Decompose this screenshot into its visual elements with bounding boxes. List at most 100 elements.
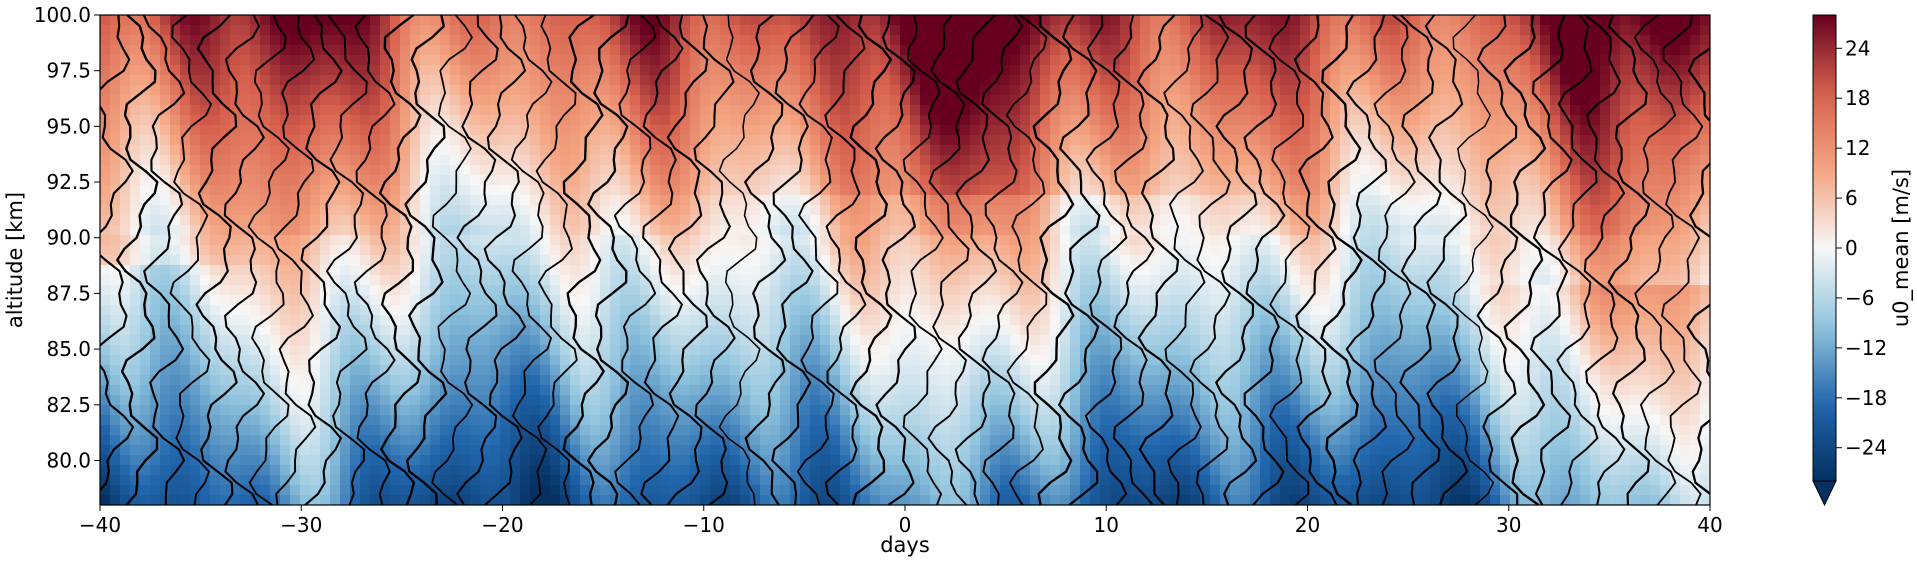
- contour-line: [1583, 15, 1626, 505]
- y-tick-label: 92.5: [46, 170, 91, 194]
- y-tick-label: 97.5: [46, 59, 91, 83]
- contour-line: [1243, 15, 1286, 505]
- contour-line: [195, 15, 238, 505]
- y-axis: 80.0 82.5 85.0 87.5 90.0 92.5 95.0 97.5 100.0: [34, 3, 100, 472]
- colorbar-tick-label: 24: [1845, 36, 1870, 60]
- contour-line: [1452, 15, 1495, 505]
- contour-line: [1399, 15, 1442, 505]
- y-tick-label: 82.5: [46, 393, 91, 417]
- colorbar-tick-label: −12: [1845, 336, 1887, 360]
- contour-line: [1345, 15, 1388, 505]
- contour-line: [613, 15, 657, 505]
- contour-line: [1136, 15, 1180, 505]
- contour-line: [849, 15, 893, 505]
- contour-line: [456, 15, 499, 505]
- y-tick-label: 95.0: [46, 114, 91, 138]
- contour-line: [796, 15, 840, 505]
- contour-line: [1268, 15, 1311, 505]
- y-tick-label: 87.5: [46, 281, 91, 305]
- contour-line: [824, 15, 867, 505]
- x-tick-label: −10: [683, 513, 725, 537]
- contour-line: [378, 15, 422, 505]
- colorbar-tick-label: 6: [1845, 186, 1858, 210]
- contour-line: [1556, 15, 1599, 505]
- contour-line: [1032, 15, 1075, 505]
- contour-line: [1373, 15, 1416, 505]
- x-tick-label: 20: [1295, 513, 1320, 537]
- x-tick-label: 40: [1697, 513, 1722, 537]
- x-tick-label: −20: [481, 513, 523, 537]
- contour-line: [587, 15, 630, 505]
- contour-lines: [100, 15, 1710, 505]
- contour-line: [927, 15, 970, 505]
- contour-line: [1005, 15, 1048, 505]
- contour-line: [325, 15, 368, 505]
- y-tick-label: 85.0: [46, 337, 91, 361]
- x-tick-label: 10: [1094, 513, 1119, 537]
- contour-line: [431, 15, 474, 505]
- contour-line: [718, 15, 761, 505]
- contour-line: [744, 15, 787, 505]
- contour-line: [1476, 15, 1519, 505]
- contour-line: [1112, 15, 1155, 505]
- x-tick-label: −30: [280, 513, 322, 537]
- colorbar-extend-min: [1812, 480, 1837, 507]
- contour-line: [1530, 15, 1573, 505]
- contour-line: [1503, 15, 1547, 505]
- contour-line: [771, 15, 815, 505]
- colorbar-tick-label: −24: [1845, 436, 1887, 460]
- y-tick-label: 80.0: [46, 448, 91, 472]
- contour-line: [954, 15, 998, 505]
- contour-line: [1293, 15, 1338, 505]
- y-tick-label: 90.0: [46, 226, 91, 250]
- colorbar-tick-label: 0: [1845, 236, 1858, 260]
- colorbar: −24 −18 −12 −6 0 6 12 18 24 u0_mean [m/s]: [1812, 14, 1914, 507]
- colorbar-tick-label: 12: [1845, 136, 1870, 160]
- contour-line: [535, 15, 578, 505]
- contour-line: [1661, 15, 1704, 505]
- contour-line: [100, 15, 135, 493]
- colorbar-tick-label: −6: [1845, 286, 1874, 310]
- colorbar-gradient: [1812, 14, 1837, 482]
- contour-line: [353, 15, 396, 505]
- x-tick-label: −40: [79, 513, 121, 537]
- y-axis-label: altitude [km]: [3, 192, 27, 328]
- colorbar-label: u0_mean [m/s]: [1889, 169, 1914, 327]
- colorbar-tick-label: −18: [1845, 386, 1887, 410]
- contour-line: [1215, 15, 1258, 505]
- contour-line: [1084, 15, 1128, 505]
- contour-line: [1189, 15, 1231, 505]
- contour-line: [510, 15, 553, 505]
- contour-line: [1163, 15, 1206, 505]
- contour-line: [247, 15, 290, 505]
- contour-line: [1607, 15, 1651, 505]
- contour-line: [640, 15, 684, 505]
- contour-line: [1058, 15, 1101, 505]
- contour-line: [1424, 15, 1469, 505]
- contour-line: [142, 15, 186, 505]
- colorbar-ticks: −24 −18 −12 −6 0 6 12 18 24: [1836, 36, 1887, 460]
- contour-line: [483, 15, 527, 505]
- contour-line: [666, 15, 709, 505]
- contour-line: [902, 15, 944, 505]
- contour-line: [562, 15, 605, 505]
- contour-line: [300, 15, 343, 505]
- contour-line: [874, 15, 917, 505]
- x-axis-label: days: [880, 533, 930, 557]
- y-tick-label: 100.0: [34, 3, 91, 27]
- x-tick-label: 30: [1496, 513, 1521, 537]
- contour-line: [1320, 15, 1363, 505]
- x-tick-label: 0: [899, 513, 912, 537]
- contour-line: [981, 15, 1024, 505]
- contour-line: [116, 15, 159, 505]
- x-axis: −40 −30 −20 −10 0 10 20 30 40: [79, 505, 1723, 537]
- contour-line: [693, 15, 736, 505]
- contour-line: [273, 15, 317, 505]
- contour-line: [1633, 15, 1677, 505]
- contour-line: [404, 15, 448, 505]
- contour-line: [223, 15, 266, 505]
- contour-line: [169, 15, 213, 505]
- colorbar-tick-label: 18: [1845, 86, 1870, 110]
